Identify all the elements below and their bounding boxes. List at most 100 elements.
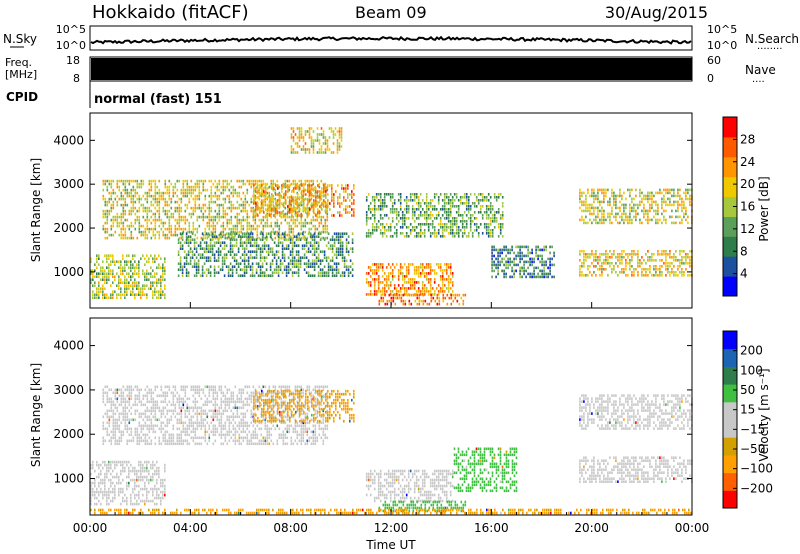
power-echo-cell (597, 221, 599, 225)
velocity-echo-cell (158, 466, 160, 470)
power-echo-cell (249, 253, 252, 256)
power-echo-cell (403, 223, 406, 226)
velocity-echo-cell (128, 472, 130, 476)
power-echo-cell (106, 254, 108, 257)
power-echo-cell (398, 296, 401, 300)
power-echo-cell (671, 256, 673, 259)
power-echo-cell (201, 253, 204, 256)
power-echo-cell (242, 191, 245, 195)
velocity-echo-cell (154, 472, 156, 476)
power-echo-cell (312, 151, 315, 154)
power-echo-cell (403, 220, 406, 223)
power-echo-cell (230, 206, 233, 210)
power-echo-cell (248, 224, 251, 228)
power-echo-cell (221, 256, 224, 259)
power-echo-cell (299, 265, 302, 268)
power-echo-cell (551, 275, 553, 279)
power-echo-cell (371, 208, 374, 211)
power-echo-cell (631, 265, 633, 268)
power-echo-cell (266, 209, 269, 213)
power-echo-cell (138, 284, 140, 287)
power-echo-cell (279, 211, 281, 214)
power-echo-cell (365, 220, 368, 223)
power-echo-cell (309, 232, 312, 235)
power-echo-cell (292, 188, 295, 192)
power-echo-cell (304, 218, 307, 222)
power-echo-cell (513, 260, 515, 264)
power-echo-cell (345, 205, 347, 208)
power-echo-cell (407, 266, 410, 269)
power-echo-cell (242, 206, 245, 210)
power-echo-cell (168, 188, 171, 192)
power-echo-cell (299, 259, 302, 262)
power-echo-cell (663, 200, 665, 204)
power-echo-cell (673, 271, 675, 274)
power-echo-cell (184, 188, 187, 192)
power-echo-cell (183, 241, 186, 244)
power-echo-cell (268, 209, 271, 213)
power-echo-cell (593, 256, 595, 259)
power-echo-cell (413, 208, 416, 211)
power-echo-cell (106, 212, 109, 216)
power-echo-cell (649, 206, 651, 210)
power-echo-cell (120, 290, 122, 293)
power-echo-cell (284, 197, 287, 201)
velocity-echo-cell (156, 490, 158, 494)
power-echo-cell (619, 262, 621, 265)
power-echo-cell (232, 206, 235, 210)
power-echo-cell (349, 259, 352, 262)
power-echo-cell (295, 214, 297, 217)
power-echo-cell (523, 260, 525, 264)
power-echo-cell (441, 278, 444, 281)
power-echo-cell (579, 253, 581, 256)
power-echo-cell (415, 266, 418, 269)
power-echo-cell (515, 263, 517, 267)
power-echo-cell (647, 200, 649, 204)
power-echo-cell (276, 233, 279, 237)
power-echo-cell (629, 268, 631, 271)
power-echo-cell (106, 203, 109, 207)
velocity-echo-cell (136, 493, 138, 497)
velocity-echo-cell (122, 478, 124, 482)
power-echo-cell (150, 185, 153, 189)
power-echo-cell (178, 236, 181, 240)
power-echo-cell (219, 244, 222, 247)
power-echo-cell (405, 226, 408, 229)
power-echo-cell (541, 269, 543, 273)
power-echo-cell (595, 256, 597, 259)
power-echo-cell (443, 202, 446, 205)
power-echo-cell (661, 197, 663, 201)
power-echo-cell (585, 209, 587, 213)
power-echo-cell (659, 253, 661, 256)
power-echo-cell (226, 221, 229, 225)
power-echo-cell (613, 194, 615, 198)
velocity-echo-cell (92, 481, 94, 485)
power-echo-cell (595, 197, 597, 201)
power-echo-cell (629, 212, 631, 216)
power-echo-cell (403, 278, 406, 281)
power-echo-cell (373, 217, 376, 220)
power-echo-cell (277, 256, 280, 259)
velocity-echo-cell (146, 463, 148, 467)
power-echo-cell (447, 278, 450, 281)
power-echo-cell (503, 248, 505, 252)
power-echo-cell (285, 202, 287, 205)
power-echo-cell (373, 196, 376, 199)
power-echo-cell (146, 200, 149, 204)
power-echo-cell (677, 194, 679, 198)
power-echo-cell (485, 199, 488, 202)
velocity-echo-cell (134, 484, 136, 488)
power-echo-cell (136, 236, 139, 240)
power-echo-cell (341, 274, 344, 277)
power-echo-cell (273, 241, 276, 244)
power-echo-cell (485, 229, 488, 232)
power-echo-cell (124, 281, 126, 284)
power-echo-cell (471, 220, 474, 223)
power-echo-cell (100, 272, 102, 275)
power-echo-cell (277, 271, 280, 274)
power-echo-cell (441, 208, 444, 211)
power-echo-cell (126, 191, 129, 195)
power-echo-cell (146, 260, 148, 263)
power-echo-cell (291, 199, 293, 202)
power-echo-cell (180, 191, 183, 195)
